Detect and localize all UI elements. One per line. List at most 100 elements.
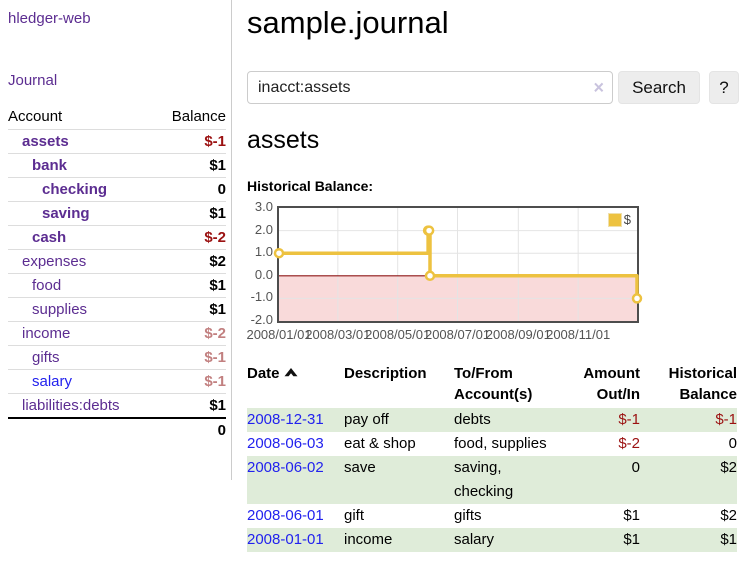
search-input[interactable]: [247, 71, 613, 104]
account-balance: $-1: [154, 369, 226, 394]
register-date-cell: 2008-06-02: [247, 456, 344, 504]
register-accounts-cell: saving, checking: [454, 459, 514, 500]
chart-y-axis-labels: 3.0 2.0 1.0 0.0 -1.0 -2.0: [247, 199, 273, 327]
register-date-cell: 2008-06-01: [247, 504, 344, 528]
legend-series-label: $: [623, 212, 631, 227]
register-row: 2008-12-31 pay off debts $-1 $-1: [247, 408, 737, 432]
register-table-body: 2008-12-31 pay off debts $-1 $-1 2008-06-03 ea…: [247, 408, 737, 552]
chart-legend: $: [605, 211, 633, 228]
account-link-food[interactable]: food: [32, 277, 62, 294]
register-row: 2008-01-01 income salary $1 $1: [247, 528, 737, 552]
account-row: salary $-1: [8, 369, 226, 394]
chart-x-axis-labels: 2008/01/01 2008/03/01 2008/05/01 2008/07/01…: [246, 327, 637, 345]
account-name-cell: expenses: [8, 249, 155, 274]
historical-balance-chart: 3.0 2.0 1.0 0.0 -1.0 -2.0 $ 2008/01/01 2008/03…: [246, 199, 667, 346]
register-accounts-cell: food, supplies: [454, 435, 547, 452]
register-date-cell: 2008-01-01: [247, 528, 344, 552]
account-link-assets[interactable]: assets: [22, 133, 69, 150]
accounts-column-header: To/From Account(s): [454, 365, 533, 403]
search-form: × Search ?: [247, 71, 739, 104]
account-link-salary[interactable]: salary: [32, 373, 73, 390]
register-balance-cell: 0: [728, 435, 737, 452]
total-spacer-cell: [8, 417, 155, 442]
date-column-header: Date: [247, 363, 344, 408]
account-balance: $-1: [154, 345, 226, 370]
account-row: saving $1: [8, 201, 226, 226]
x-axis-tick-label: 2008/05/01: [365, 327, 431, 342]
account-link-income[interactable]: income: [22, 325, 71, 342]
account-link-gifts[interactable]: gifts: [32, 349, 60, 366]
account-balance: $1: [154, 201, 226, 226]
accounts-total-row: 0: [8, 417, 226, 442]
account-link-checking[interactable]: checking: [42, 181, 108, 198]
account-row: food $1: [8, 273, 226, 298]
register-accounts-cell: debts: [454, 411, 491, 428]
register-date-link[interactable]: 2008-06-03: [247, 435, 324, 452]
y-axis-tick-label: 1.0: [254, 244, 273, 260]
register-row: 2008-06-01 gift gifts $1 $2: [247, 504, 737, 528]
register-date-link[interactable]: 2008-12-31: [247, 411, 324, 428]
accounts-balance-table: Account Balance assets $-1 bank $1 checking 0…: [8, 106, 226, 442]
account-link-expenses[interactable]: expenses: [22, 253, 87, 270]
account-row: bank $1: [8, 153, 226, 178]
y-axis-tick-label: -2.0: [250, 312, 273, 327]
balance-column-header-register: Historical Balance: [668, 365, 737, 403]
register-balance-cell: $2: [720, 459, 737, 476]
chart-plot-area: $: [273, 206, 643, 323]
register-description-cell: pay off: [344, 411, 389, 428]
account-row: assets $-1: [8, 129, 226, 154]
account-column-header: Account: [8, 108, 63, 125]
account-name-cell: checking: [8, 177, 155, 202]
account-row: liabilities:debts $1: [8, 393, 226, 418]
account-row: expenses $2: [8, 249, 226, 274]
register-description-cell: save: [344, 459, 376, 476]
help-button[interactable]: ?: [709, 71, 739, 104]
account-balance: $1: [154, 273, 226, 298]
search-input-wrap: ×: [247, 71, 613, 104]
account-row: income $-2: [8, 321, 226, 346]
sort-ascending-icon: [284, 368, 298, 377]
sidebar: hledger-web Journal Account Balance asse…: [0, 0, 232, 480]
accounts-header-row: Account Balance: [8, 106, 226, 130]
account-balance: $-2: [154, 321, 226, 346]
amount-column-header: Amount Out/In: [583, 365, 640, 403]
description-column-header: Description: [344, 365, 427, 382]
account-link-cash[interactable]: cash: [32, 229, 67, 246]
register-date-link[interactable]: 2008-06-02: [247, 459, 324, 476]
balance-column-header: Balance: [171, 108, 226, 125]
account-balance: $1: [154, 297, 226, 322]
account-row: cash $-2: [8, 225, 226, 250]
account-balance: $2: [154, 249, 226, 274]
y-axis-tick-label: 2.0: [254, 221, 273, 237]
account-balance: $1: [154, 153, 226, 178]
search-button[interactable]: Search: [618, 71, 700, 104]
register-balance-cell: $2: [720, 507, 737, 524]
account-link-supplies[interactable]: supplies: [32, 301, 88, 318]
account-row: checking 0: [8, 177, 226, 202]
account-name-cell: assets: [8, 129, 155, 154]
accounts-total-balance: 0: [154, 417, 226, 442]
account-heading: assets: [247, 126, 320, 154]
x-axis-tick-label: 2008/07/01: [424, 327, 491, 342]
register-table: Date Description To/From Account(s) Amou…: [247, 363, 737, 552]
register-amount-cell: $1: [623, 531, 640, 548]
account-link-liabilities-debts[interactable]: liabilities:debts: [22, 397, 120, 414]
register-amount-cell: $-1: [618, 411, 640, 428]
sidebar-item-journal[interactable]: Journal: [8, 72, 58, 89]
y-axis-tick-label: 3.0: [254, 199, 273, 214]
register-amount-cell: 0: [631, 459, 640, 476]
app-brand-link[interactable]: hledger-web: [8, 10, 91, 27]
register-date-link[interactable]: 2008-01-01: [247, 531, 324, 548]
account-name-cell: food: [8, 273, 155, 298]
clear-search-icon[interactable]: ×: [593, 76, 604, 97]
account-link-saving[interactable]: saving: [42, 205, 90, 222]
chart-section-label: Historical Balance:: [247, 178, 374, 194]
register-date-cell: 2008-12-31: [247, 408, 344, 432]
account-name-cell: income: [8, 321, 155, 346]
account-link-bank[interactable]: bank: [32, 157, 68, 174]
register-description-cell: income: [344, 531, 393, 548]
x-axis-tick-label: 2008/01/01: [246, 327, 312, 342]
register-date-cell: 2008-06-03: [247, 432, 344, 456]
register-date-link[interactable]: 2008-06-01: [247, 507, 324, 524]
legend-series-swatch-icon: [607, 212, 622, 227]
